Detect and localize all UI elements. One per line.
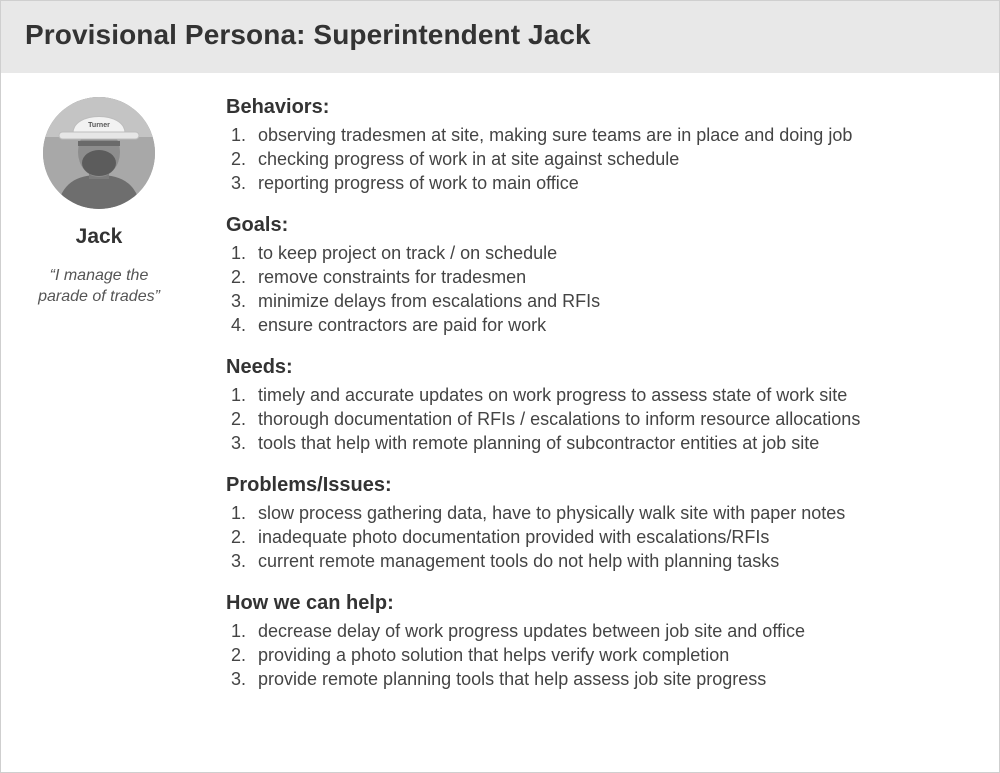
- list-item: 3. reporting progress of work to main off…: [226, 171, 986, 195]
- help-list: 1. decrease delay of work progress update…: [226, 619, 986, 691]
- list-item-text: inadequate photo documentation provided …: [258, 527, 770, 547]
- list-item: 2. inadequate photo documentation provide…: [226, 525, 986, 549]
- list-number: 2.: [231, 149, 247, 169]
- avatar: Turner: [43, 97, 155, 209]
- section-goals: Goals: 1. to keep project on track / on s…: [226, 212, 986, 337]
- list-number: 3.: [231, 551, 247, 571]
- list-item: 1. timely and accurate updates on work pr…: [226, 383, 986, 407]
- persona-details: Behaviors: 1. observing tradesmen at site…: [226, 94, 986, 708]
- list-item: 3. tools that help with remote planning o…: [226, 431, 986, 455]
- list-number: 2.: [231, 267, 247, 287]
- list-item-text: minimize delays from escalations and RFI…: [258, 291, 601, 311]
- avatar-photo: Turner: [43, 97, 155, 209]
- list-item: 3. provide remote planning tools that hel…: [226, 667, 986, 691]
- list-item: 1. to keep project on track / on schedule: [226, 241, 986, 265]
- list-item: 2. thorough documentation of RFIs / escal…: [226, 407, 986, 431]
- persona-quote: “I manage the parade of trades”: [1, 265, 197, 307]
- page-title: Provisional Persona: Superintendent Jack: [25, 19, 591, 50]
- list-item-text: ensure contractors are paid for work: [258, 315, 547, 335]
- section-title: Goals:: [226, 214, 289, 236]
- list-item: 2. remove constraints for tradesmen: [226, 265, 986, 289]
- list-number: 3.: [231, 433, 247, 453]
- list-item-text: to keep project on track / on schedule: [258, 243, 558, 263]
- list-number: 2.: [231, 409, 247, 429]
- list-item: 1. slow process gathering data, have to p…: [226, 501, 986, 525]
- goals-list: 1. to keep project on track / on schedule…: [226, 241, 986, 337]
- needs-list: 1. timely and accurate updates on work pr…: [226, 383, 986, 455]
- list-number: 3.: [231, 291, 247, 311]
- list-item-text: checking progress of work in at site aga…: [258, 149, 680, 169]
- list-item-text: observing tradesmen at site, making sure…: [258, 125, 853, 145]
- list-number: 1.: [231, 125, 247, 145]
- list-number: 1.: [231, 503, 247, 523]
- section-title: Problems/Issues:: [226, 474, 392, 496]
- section-needs: Needs: 1. timely and accurate updates on …: [226, 354, 986, 455]
- list-item: 4. ensure contractors are paid for work: [226, 313, 986, 337]
- list-number: 1.: [231, 621, 247, 641]
- list-number: 3.: [231, 669, 247, 689]
- list-item: 3. minimize delays from escalations and R…: [226, 289, 986, 313]
- section-title: How we can help:: [226, 592, 394, 614]
- list-item: 1. observing tradesmen at site, making su…: [226, 123, 986, 147]
- list-item: 3. current remote management tools do not…: [226, 549, 986, 573]
- list-item-text: slow process gathering data, have to phy…: [258, 503, 846, 523]
- list-number: 2.: [231, 527, 247, 547]
- list-number: 3.: [231, 173, 247, 193]
- hat-logo-text: Turner: [88, 122, 110, 129]
- list-item: 2. checking progress of work in at site a…: [226, 147, 986, 171]
- persona-quote-line-1: “I manage the: [49, 267, 149, 284]
- section-title: Needs:: [226, 356, 293, 378]
- persona-quote-line-2: parade of trades”: [38, 288, 160, 305]
- list-item-text: decrease delay of work progress updates …: [258, 621, 806, 641]
- list-item-text: current remote management tools do not h…: [258, 551, 780, 571]
- section-behaviors: Behaviors: 1. observing tradesmen at site…: [226, 94, 986, 195]
- section-how-we-can-help: How we can help: 1. decrease delay of wor…: [226, 590, 986, 691]
- problems-list: 1. slow process gathering data, have to p…: [226, 501, 986, 573]
- list-number: 2.: [231, 645, 247, 665]
- list-item-text: providing a photo solution that helps ve…: [258, 645, 730, 665]
- list-number: 1.: [231, 385, 247, 405]
- list-item: 2. providing a photo solution that helps …: [226, 643, 986, 667]
- list-item-text: remove constraints for tradesmen: [258, 267, 527, 287]
- list-item: 1. decrease delay of work progress update…: [226, 619, 986, 643]
- section-problems: Problems/Issues: 1. slow process gatherin…: [226, 472, 986, 573]
- list-item-text: tools that help with remote planning of …: [258, 433, 820, 453]
- list-item-text: provide remote planning tools that help …: [258, 669, 767, 689]
- list-item-text: thorough documentation of RFIs / escalat…: [258, 409, 861, 429]
- section-title: Behaviors:: [226, 96, 330, 118]
- list-item-text: reporting progress of work to main offic…: [258, 173, 579, 193]
- persona-name: Jack: [75, 225, 123, 248]
- list-item-text: timely and accurate updates on work prog…: [258, 385, 848, 405]
- behaviors-list: 1. observing tradesmen at site, making su…: [226, 123, 986, 195]
- list-number: 4.: [231, 315, 247, 335]
- list-number: 1.: [231, 243, 247, 263]
- header-bar: Provisional Persona: Superintendent Jack: [1, 1, 999, 73]
